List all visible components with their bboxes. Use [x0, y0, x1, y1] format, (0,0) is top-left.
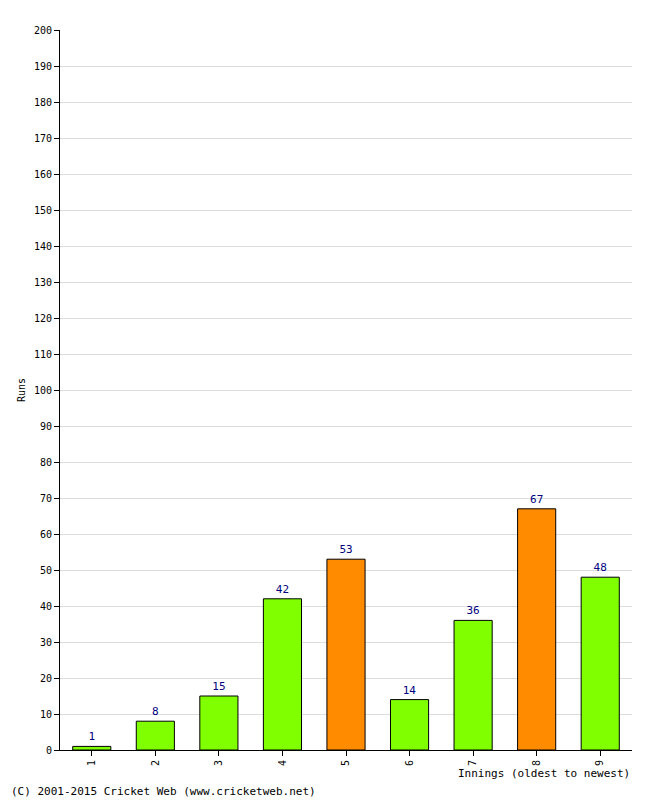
svg-text:2: 2 [150, 760, 161, 766]
svg-text:70: 70 [40, 493, 52, 504]
svg-text:0: 0 [46, 745, 52, 756]
svg-text:50: 50 [40, 565, 52, 576]
svg-text:6: 6 [404, 760, 415, 766]
svg-text:Runs: Runs [16, 378, 27, 402]
svg-text:Innings (oldest to newest): Innings (oldest to newest) [458, 767, 630, 780]
svg-text:8: 8 [531, 760, 542, 766]
svg-text:4: 4 [277, 760, 288, 766]
svg-text:14: 14 [403, 684, 417, 697]
svg-text:3: 3 [213, 760, 224, 766]
svg-text:8: 8 [152, 705, 159, 718]
svg-text:110: 110 [34, 349, 52, 360]
svg-text:15: 15 [212, 680, 225, 693]
svg-text:20: 20 [40, 673, 52, 684]
svg-text:60: 60 [40, 529, 52, 540]
svg-text:53: 53 [339, 543, 352, 556]
svg-text:190: 190 [34, 61, 52, 72]
svg-text:67: 67 [530, 493, 543, 506]
svg-text:10: 10 [40, 709, 52, 720]
svg-text:1: 1 [88, 730, 95, 743]
svg-text:42: 42 [276, 583, 289, 596]
svg-text:80: 80 [40, 457, 52, 468]
svg-text:36: 36 [466, 604, 479, 617]
svg-text:(C) 2001-2015 Cricket Web (www: (C) 2001-2015 Cricket Web (www.cricketwe… [11, 785, 316, 798]
svg-text:30: 30 [40, 637, 52, 648]
svg-text:90: 90 [40, 421, 52, 432]
svg-text:7: 7 [467, 760, 478, 766]
svg-text:9: 9 [594, 760, 605, 766]
svg-text:1: 1 [86, 760, 97, 766]
svg-text:120: 120 [34, 313, 52, 324]
svg-text:48: 48 [594, 561, 607, 574]
svg-text:200: 200 [34, 25, 52, 36]
svg-text:140: 140 [34, 241, 52, 252]
svg-text:150: 150 [34, 205, 52, 216]
svg-text:170: 170 [34, 133, 52, 144]
svg-text:5: 5 [340, 760, 351, 766]
svg-text:130: 130 [34, 277, 52, 288]
svg-text:180: 180 [34, 97, 52, 108]
svg-text:40: 40 [40, 601, 52, 612]
svg-text:160: 160 [34, 169, 52, 180]
svg-text:100: 100 [34, 385, 52, 396]
